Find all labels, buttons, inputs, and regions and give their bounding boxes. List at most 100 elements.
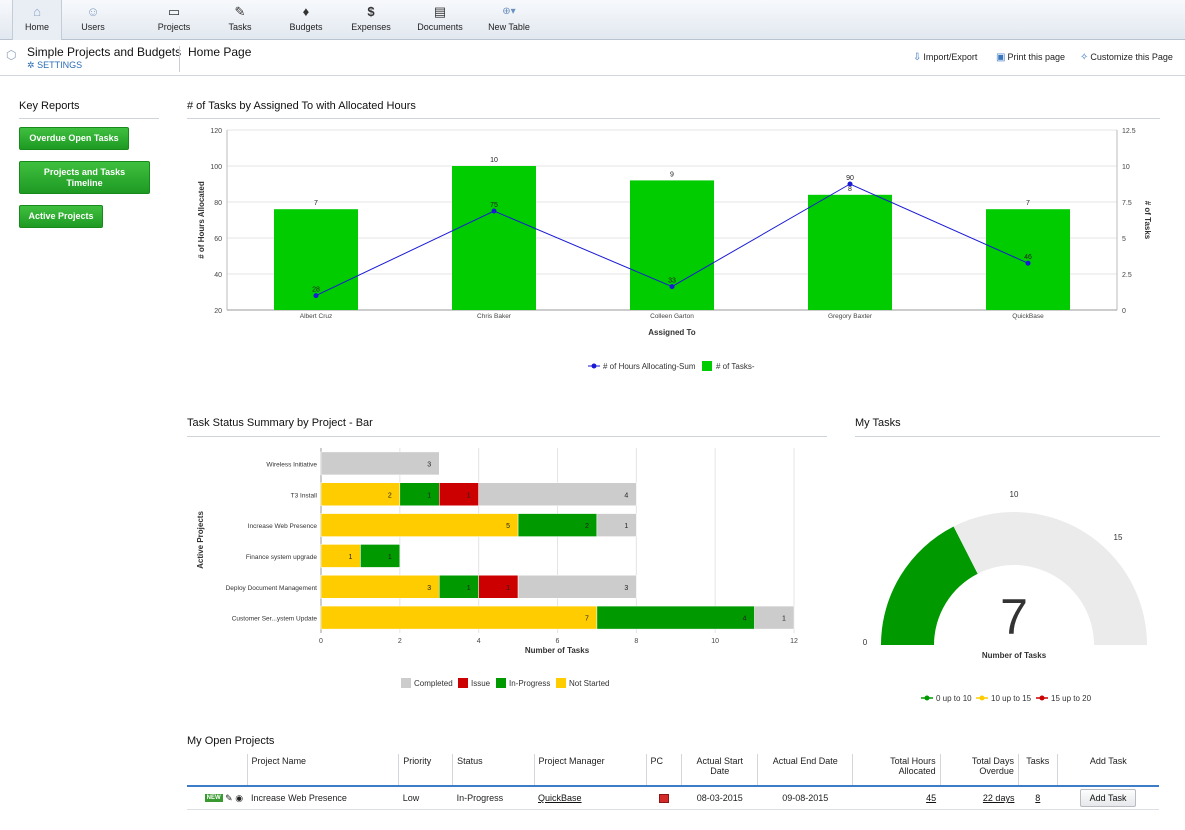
y-tick-label: 40 [214, 272, 222, 279]
settings-link[interactable]: ✲ SETTINGS [27, 60, 83, 70]
customize-link[interactable]: ✧ Customize this Page [1080, 52, 1173, 63]
col-actions [187, 754, 248, 787]
line-point [669, 284, 675, 290]
line-data-label: 46 [1024, 254, 1032, 261]
line-point [847, 181, 853, 187]
nav-home[interactable]: ⌂ Home [12, 0, 62, 40]
gauge-legend-yellow-marker [979, 695, 985, 701]
gauge-track [953, 512, 1147, 645]
cell-tasks[interactable]: 8 [1018, 786, 1058, 810]
cell-days-overdue[interactable]: 22 days [940, 786, 1019, 810]
dollar-icon: $ [367, 4, 375, 19]
col-status[interactable]: Status [452, 754, 535, 787]
edit-icon[interactable]: ✎ [225, 792, 233, 803]
nav-new-table[interactable]: ⊕▾ New Table [481, 0, 537, 40]
col-pc[interactable]: PC [646, 754, 683, 787]
bar-segment [399, 482, 440, 506]
bar-segment [439, 482, 479, 506]
line-point [1025, 260, 1031, 266]
print-link[interactable]: ▣ Print this page [996, 52, 1065, 63]
bar-segment-label: 1 [782, 616, 786, 623]
open-projects-table: Project Name Priority Status Project Man… [187, 754, 1159, 810]
cell-total-hours[interactable]: 45 [852, 786, 941, 810]
divider [855, 436, 1160, 437]
bar-segment-label: 2 [388, 492, 392, 499]
cell-project-manager[interactable]: QuickBase [534, 786, 646, 810]
nav-tasks[interactable]: ✎ Tasks [214, 0, 266, 40]
col-total-hours[interactable]: Total Hours Allocated [852, 754, 941, 787]
x-tick-label: Colleen Garton [650, 313, 694, 320]
gauge-legend: 0 up to 10 10 up to 15 15 up to 20 [921, 694, 1092, 703]
y-tick-label: 80 [214, 200, 222, 207]
bar-segment [320, 513, 519, 537]
line-point [491, 208, 497, 214]
gauge-legend-15-20: 15 up to 20 [1051, 694, 1092, 703]
nav-budgets[interactable]: ♦ Budgets [280, 0, 332, 40]
col-project-manager[interactable]: Project Manager [534, 754, 647, 787]
tasks-by-assignee-chart: 20 40 60 80 100 120 0 2.5 5 7.5 10 12.5 7 Albert Cruz… [197, 128, 1152, 371]
nav-documents[interactable]: ▤ Documents [412, 0, 468, 40]
bar-segment [320, 544, 361, 568]
bar-data-label: 8 [848, 186, 852, 193]
x-tick-label: Albert Cruz [300, 313, 333, 320]
cell-priority: Low [398, 786, 453, 810]
y-tick-label: Wireless Initiative [266, 461, 317, 468]
bar-segment-label: 4 [743, 616, 747, 623]
bar [986, 209, 1070, 310]
bar-segment-label: 1 [388, 554, 392, 561]
gauge-legend-10-15: 10 up to 15 [991, 694, 1032, 703]
bar-data-label: 10 [490, 157, 498, 164]
line-data-label: 28 [312, 287, 320, 294]
cell-end-date: 09-08-2015 [757, 786, 853, 810]
x-axis-title: Number of Tasks [525, 646, 590, 655]
bar [630, 180, 714, 310]
legend-swatch [401, 678, 411, 688]
divider [179, 46, 180, 72]
divider [19, 118, 159, 119]
gauge-legend-0-10: 0 up to 10 [936, 694, 972, 703]
gauge-legend-red-marker [1039, 695, 1045, 701]
cell-start-date: 08-03-2015 [681, 786, 758, 810]
line-data-label: 75 [490, 202, 498, 209]
bar-segment-label: 7 [585, 616, 589, 623]
folder-icon: ▭ [167, 4, 181, 19]
bar-segment-label: 3 [427, 585, 431, 592]
bar-segment [320, 605, 598, 630]
gauge-scale-mid: 10 [1010, 490, 1019, 499]
overdue-open-tasks-button[interactable]: Overdue Open Tasks [19, 127, 129, 150]
col-priority[interactable]: Priority [398, 754, 454, 787]
y-axis-title: Active Projects [196, 511, 205, 569]
line-data-label: 33 [668, 278, 676, 285]
import-export-link[interactable]: ⇩ Import/Export [913, 52, 978, 63]
bar-segment [478, 575, 519, 599]
my-tasks-gauge: 7 Number of Tasks 0 10 15 0 up to 10 10 … [863, 490, 1147, 703]
col-tasks[interactable]: Tasks [1018, 754, 1058, 787]
projects-tasks-timeline-button[interactable]: Projects and Tasks Timeline [19, 161, 150, 194]
legend-bar-swatch [702, 361, 712, 371]
bar-segment-label: 1 [467, 492, 471, 499]
nav-projects[interactable]: ▭ Projects [148, 0, 200, 40]
col-start-date[interactable]: Actual Start Date [681, 754, 759, 787]
nav-expenses[interactable]: $ Expenses [345, 0, 397, 40]
bar-segment-label: 1 [427, 492, 431, 499]
col-project-name[interactable]: Project Name [247, 754, 400, 787]
bar-data-label: 7 [1026, 200, 1030, 207]
col-days-overdue[interactable]: Total Days Overdue [940, 754, 1019, 787]
cell-pc [646, 786, 682, 810]
legend-label: Completed [414, 679, 453, 688]
view-icon[interactable]: ◉ [235, 792, 244, 803]
cell-project-name[interactable]: Increase Web Presence [247, 786, 399, 810]
app-title[interactable]: Simple Projects and Budgets [27, 45, 182, 59]
active-projects-button[interactable]: Active Projects [19, 205, 103, 228]
chart-task-status-title: Task Status Summary by Project - Bar [187, 417, 373, 429]
y-tick-label: 100 [210, 164, 222, 171]
bar-segment-label: 1 [467, 585, 471, 592]
app-cube-icon: ⬡ [6, 48, 17, 62]
nav-users[interactable]: ☺ Users [67, 0, 119, 40]
bar-segment-label: 2 [585, 523, 589, 530]
col-end-date[interactable]: Actual End Date [757, 754, 854, 787]
bar-segment-label: 3 [427, 461, 431, 468]
table-row: NEW ✎ ◉ Increase Web Presence Low In-Pro… [187, 786, 1159, 810]
y-tick-label: Deploy Document Management [226, 585, 318, 592]
add-task-button[interactable]: Add Task [1079, 789, 1137, 807]
